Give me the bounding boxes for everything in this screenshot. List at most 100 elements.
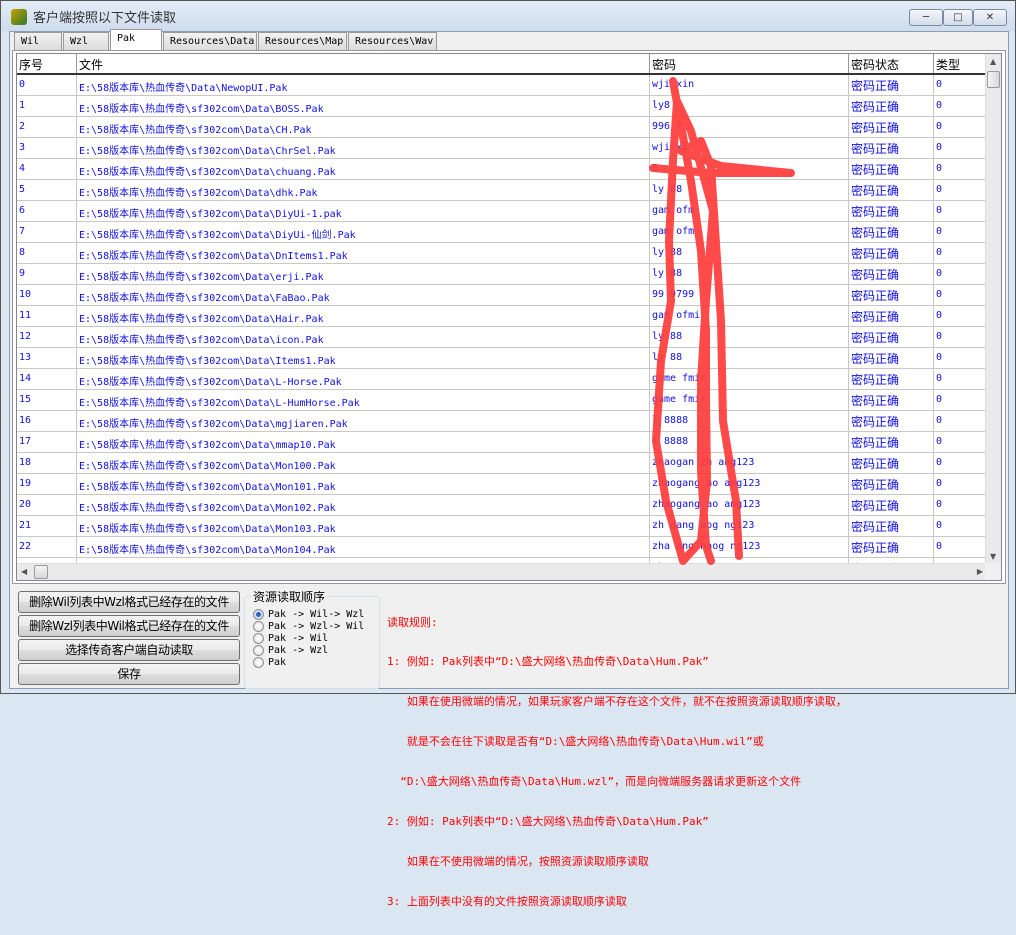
table-row[interactable]: 9 E:\58版本库\热血传奇\sf302com\Data\erji.Pak ly …	[17, 264, 987, 285]
table-row[interactable]: 5 E:\58版本库\热血传奇\sf302com\Data\dhk.Pak ly 8…	[17, 180, 987, 201]
cell-index: 1	[17, 96, 77, 116]
cell-password: ly8	[650, 96, 849, 116]
table-row[interactable]: 19 E:\58版本库\热血传奇\sf302com\Data\Mon101.Pak…	[17, 474, 987, 495]
table-row[interactable]: 17 E:\58版本库\热血传奇\sf302com\Data\mmap10.Pak…	[17, 432, 987, 453]
table-row[interactable]: 15 E:\58版本库\热血传奇\sf302com\Data\L-HumHorse…	[17, 390, 987, 411]
column-header-password-status[interactable]: 密码状态	[849, 54, 934, 73]
cell-password-status: 密码正确	[849, 327, 934, 347]
column-header-type[interactable]: 类型	[934, 54, 987, 73]
cell-type: 0	[934, 117, 987, 137]
table-row[interactable]: 20 E:\58版本库\热血传奇\sf302com\Data\Mon102.Pak…	[17, 495, 987, 516]
cell-file: E:\58版本库\热血传奇\sf302com\Data\Mon101.Pak	[77, 474, 650, 494]
table-row[interactable]: 12 E:\58版本库\热血传奇\sf302com\Data\icon.Pak ly…	[17, 327, 987, 348]
cell-password-status: 密码正确	[849, 201, 934, 221]
radio-icon[interactable]	[253, 657, 264, 668]
cell-file: E:\58版本库\热血传奇\sf302com\Data\Items1.Pak	[77, 348, 650, 368]
scroll-up-icon[interactable]: ▲	[990, 57, 997, 66]
cell-type: 0	[934, 285, 987, 305]
delete-wzl-duplicates-button[interactable]: 删除Wzl列表中Wil格式已经存在的文件	[18, 615, 240, 637]
radio-label: Pak -> Wil-> Wzl	[268, 609, 365, 620]
table-row[interactable]: 1 E:\58版本库\热血传奇\sf302com\Data\BOSS.Pak ly8…	[17, 96, 987, 117]
cell-index: 21	[17, 516, 77, 536]
column-header-password[interactable]: 密码	[650, 54, 849, 73]
close-button[interactable]: ✕	[973, 9, 1007, 26]
radio-icon[interactable]	[253, 633, 264, 644]
table-row[interactable]: 6 E:\58版本库\热血传奇\sf302com\Data\DiyUi-1.pak…	[17, 201, 987, 222]
cell-password: zhaogan zh ang123	[650, 453, 849, 473]
cell-password-status: 密码正确	[849, 369, 934, 389]
tab-pak[interactable]: Pak	[110, 29, 162, 50]
cell-password-status: 密码正确	[849, 495, 934, 515]
radio-order-2[interactable]: Pak -> Wil	[253, 633, 328, 644]
cell-password-status: 密码正确	[849, 96, 934, 116]
radio-icon[interactable]	[253, 645, 264, 656]
tab-wil[interactable]: Wil	[14, 32, 62, 50]
minimize-button[interactable]: ─	[909, 9, 943, 26]
cell-password-status: 密码正确	[849, 243, 934, 263]
table-row[interactable]: 4 E:\58版本库\热血传奇\sf302com\Data\chuang.Pak …	[17, 159, 987, 180]
horizontal-scroll-thumb[interactable]	[34, 565, 48, 579]
cell-type: 0	[934, 537, 987, 557]
tab-wzl[interactable]: Wzl	[63, 32, 109, 50]
table-row[interactable]: 3 E:\58版本库\热血传奇\sf302com\Data\ChrSel.Pak w…	[17, 138, 987, 159]
table-row[interactable]: 11 E:\58版本库\热血传奇\sf302com\Data\Hair.Pak ga…	[17, 306, 987, 327]
cell-password: gam ofm	[650, 201, 849, 221]
column-header-index[interactable]: 序号	[17, 54, 77, 73]
cell-type: 0	[934, 243, 987, 263]
scroll-left-icon[interactable]: ◀	[21, 567, 28, 576]
tab-resources-wav[interactable]: Resources\Wav	[348, 32, 437, 50]
table-row[interactable]: 7 E:\58版本库\热血传奇\sf302com\Data\DiyUi-仙剑.Pa…	[17, 222, 987, 243]
table-row[interactable]: 18 E:\58版本库\热血传奇\sf302com\Data\Mon100.Pak…	[17, 453, 987, 474]
cell-password-status: 密码正确	[849, 411, 934, 431]
radio-order-0[interactable]: Pak -> Wil-> Wzl	[253, 609, 364, 620]
cell-index: 19	[17, 474, 77, 494]
cell-password: ly 88	[650, 243, 849, 263]
radio-order-1[interactable]: Pak -> Wzl-> Wil	[253, 621, 364, 632]
cell-index: 20	[17, 495, 77, 515]
save-button[interactable]: 保存	[18, 663, 240, 685]
auto-read-client-button[interactable]: 选择传奇客户端自动读取	[18, 639, 240, 661]
column-header-file[interactable]: 文件	[77, 54, 650, 73]
radio-order-4[interactable]: Pak	[253, 657, 286, 668]
cell-type: 0	[934, 474, 987, 494]
vertical-scrollbar[interactable]: ▲ ▼	[985, 54, 1001, 564]
cell-password: wji xin	[650, 75, 849, 95]
cell-index: 5	[17, 180, 77, 200]
radio-label: Pak -> Wil	[268, 633, 329, 644]
table-row[interactable]: 13 E:\58版本库\热血传奇\sf302com\Data\Items1.Pak…	[17, 348, 987, 369]
cell-password-status: 密码正确	[849, 75, 934, 95]
vertical-scroll-thumb[interactable]	[987, 71, 1000, 88]
table-row[interactable]: 14 E:\58版本库\热血传奇\sf302com\Data\L-Horse.Pa…	[17, 369, 987, 390]
cell-index: 4	[17, 159, 77, 179]
cell-password-status: 密码正确	[849, 159, 934, 179]
cell-password: ly 88	[650, 264, 849, 284]
rules-line: 就是不会在往下读取是否有“D:\盛大网络\热血传奇\Data\Hum.wil”或	[387, 735, 764, 749]
table-row[interactable]: 8 E:\58版本库\热血传奇\sf302com\Data\DnItems1.Pa…	[17, 243, 987, 264]
radio-checked-icon[interactable]	[253, 609, 264, 620]
cell-file: E:\58版本库\热血传奇\sf302com\Data\BOSS.Pak	[77, 96, 650, 116]
app-window: 客户端按照以下文件读取 ─ □ ✕ Wil Wzl Pak Resources\…	[0, 0, 1016, 908]
cell-type: 0	[934, 432, 987, 452]
maximize-button[interactable]: □	[943, 9, 973, 26]
rules-line: 如果在使用微端的情况，如果玩家客户端不存在这个文件，就不在按照资源读取顺序读取，	[387, 695, 847, 709]
cell-index: 10	[17, 285, 77, 305]
horizontal-scrollbar[interactable]: ◀ ▶	[17, 563, 987, 580]
scroll-right-icon[interactable]: ▶	[976, 567, 983, 576]
radio-order-3[interactable]: Pak -> Wzl	[253, 645, 328, 656]
table-row[interactable]: 21 E:\58版本库\热血传奇\sf302com\Data\Mon103.Pak…	[17, 516, 987, 537]
table-row[interactable]: 22 E:\58版本库\热血传奇\sf302com\Data\Mon104.Pak…	[17, 537, 987, 558]
delete-wil-duplicates-button[interactable]: 删除Wil列表中Wzl格式已经存在的文件	[18, 591, 240, 613]
cell-file: E:\58版本库\热血传奇\sf302com\Data\Mon102.Pak	[77, 495, 650, 515]
cell-file: E:\58版本库\热血传奇\sf302com\Data\L-Horse.Pak	[77, 369, 650, 389]
cell-type: 0	[934, 516, 987, 536]
table-row[interactable]: 2 E:\58版本库\热血传奇\sf302com\Data\CH.Pak 996 7…	[17, 117, 987, 138]
table-row[interactable]: 10 E:\58版本库\热血传奇\sf302com\Data\FaBao.Pak 9…	[17, 285, 987, 306]
table-row[interactable]: 16 E:\58版本库\热血传奇\sf302com\Data\mgjiaren.P…	[17, 411, 987, 432]
file-list[interactable]: 序号 文件 密码 密码状态 类型 0 E:\58版本库\热血传奇\Data\New…	[16, 53, 1002, 581]
radio-icon[interactable]	[253, 621, 264, 632]
table-row[interactable]: 0 E:\58版本库\热血传奇\Data\NewopUI.Pak wji xin 密码…	[17, 75, 987, 96]
scroll-down-icon[interactable]: ▼	[990, 552, 997, 561]
tab-resources-map[interactable]: Resources\Map	[258, 32, 347, 50]
tab-resources-data[interactable]: Resources\Data	[163, 32, 257, 50]
tab-bar: Wil Wzl Pak Resources\Data Resources\Map…	[14, 29, 438, 50]
